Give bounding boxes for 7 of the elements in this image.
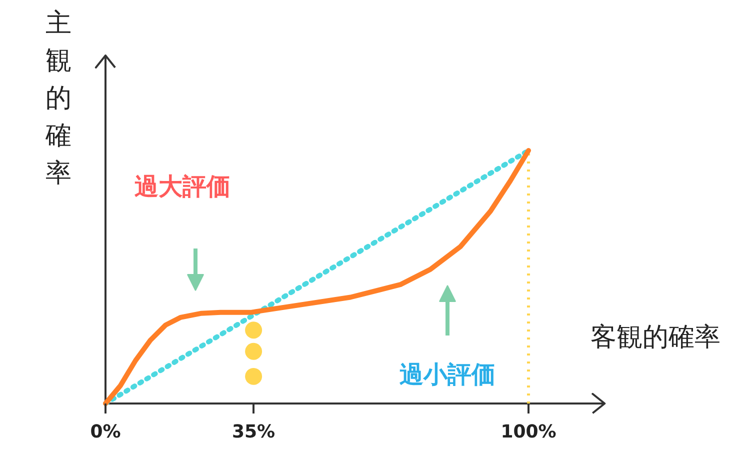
x-tick-label: 35% <box>232 422 276 442</box>
annotation: 過大評価 <box>134 172 230 200</box>
x-tick-label: 0% <box>90 422 121 442</box>
y-axis-title: 主観的確率 <box>44 8 72 188</box>
annotation: 過小評価 <box>400 360 496 388</box>
x-tick-label: 100% <box>500 422 556 442</box>
x-axis-title: 客観的確率 <box>590 322 720 352</box>
